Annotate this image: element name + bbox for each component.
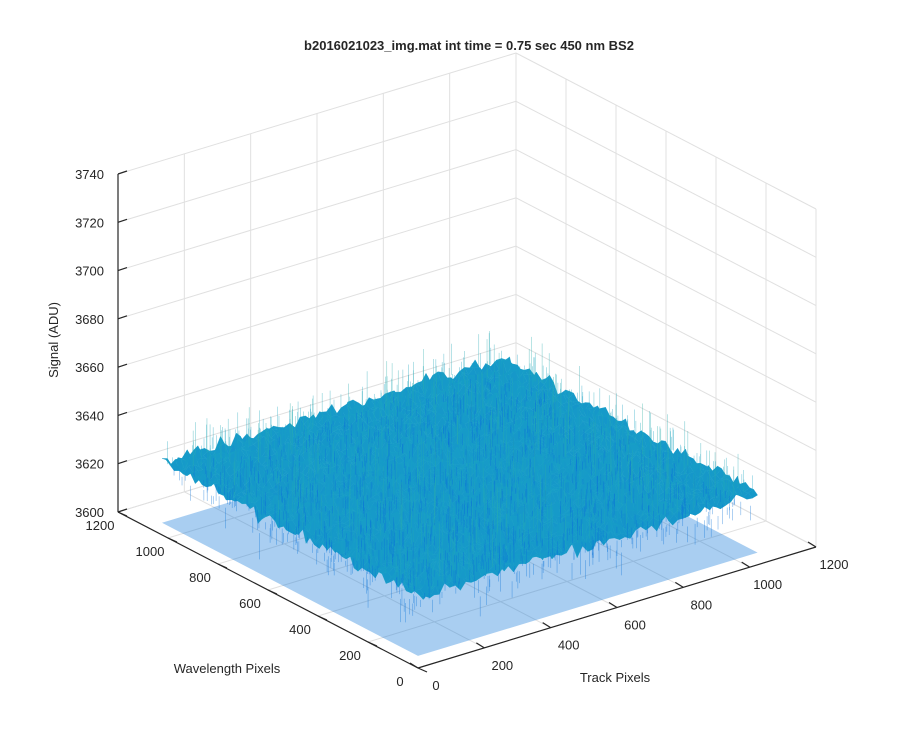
grid-line — [515, 149, 817, 307]
grid-line — [515, 293, 817, 451]
grid-line — [117, 245, 517, 368]
grid-line — [515, 245, 817, 403]
surface-plot — [161, 331, 758, 656]
grid-line — [117, 100, 517, 223]
grid-line — [367, 520, 767, 643]
grid-line — [515, 52, 817, 210]
grid-line — [515, 100, 817, 258]
grid-line — [117, 342, 517, 465]
grid-line — [515, 342, 817, 500]
grid-line — [117, 149, 517, 272]
grid-line — [117, 197, 517, 320]
surface-patch — [469, 359, 480, 368]
grid-line — [515, 197, 817, 355]
grid-line — [117, 52, 517, 175]
grid-line — [117, 293, 517, 416]
